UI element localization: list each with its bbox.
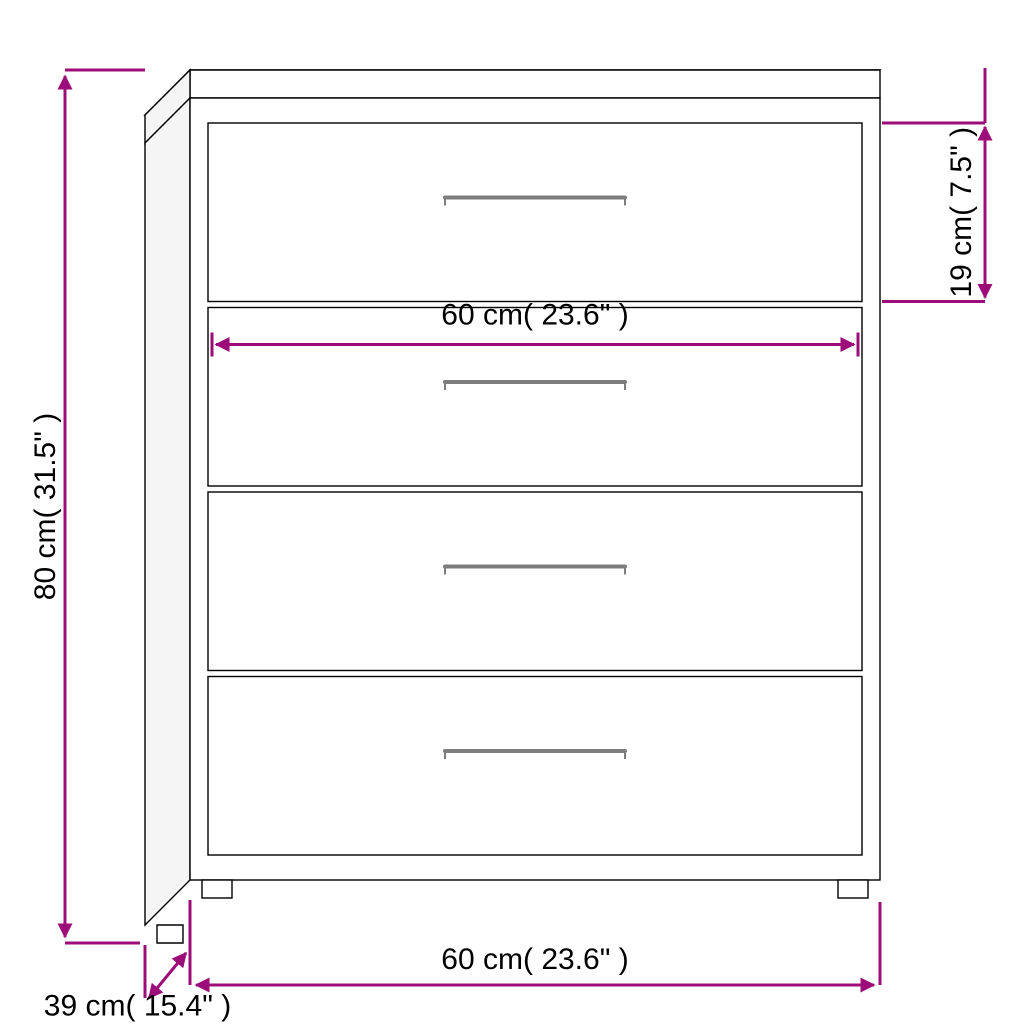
drawer-front [208, 123, 862, 302]
dim-height-label: 80 cm( 31.5" ) [29, 413, 62, 600]
dim-inner-width-label: 60 cm( 23.6" ) [441, 298, 628, 331]
top-board-front [190, 70, 880, 98]
foot-front-right [838, 880, 868, 898]
drawer-front [208, 492, 862, 671]
foot-back-left [157, 925, 183, 943]
dim-depth-label: 39 cm( 15.4" ) [44, 989, 231, 1022]
cabinet-side [145, 98, 190, 925]
dim-drawer-height-label: 19 cm( 7.5" ) [945, 127, 978, 298]
dimension-diagram: 80 cm( 31.5" ) 19 cm( 7.5" ) 60 cm( 23.6" … [0, 0, 1024, 1024]
dim-width-label: 60 cm( 23.6" ) [441, 943, 628, 976]
drawer-front [208, 677, 862, 856]
drawer-front [208, 308, 862, 487]
foot-front-left [202, 880, 232, 898]
